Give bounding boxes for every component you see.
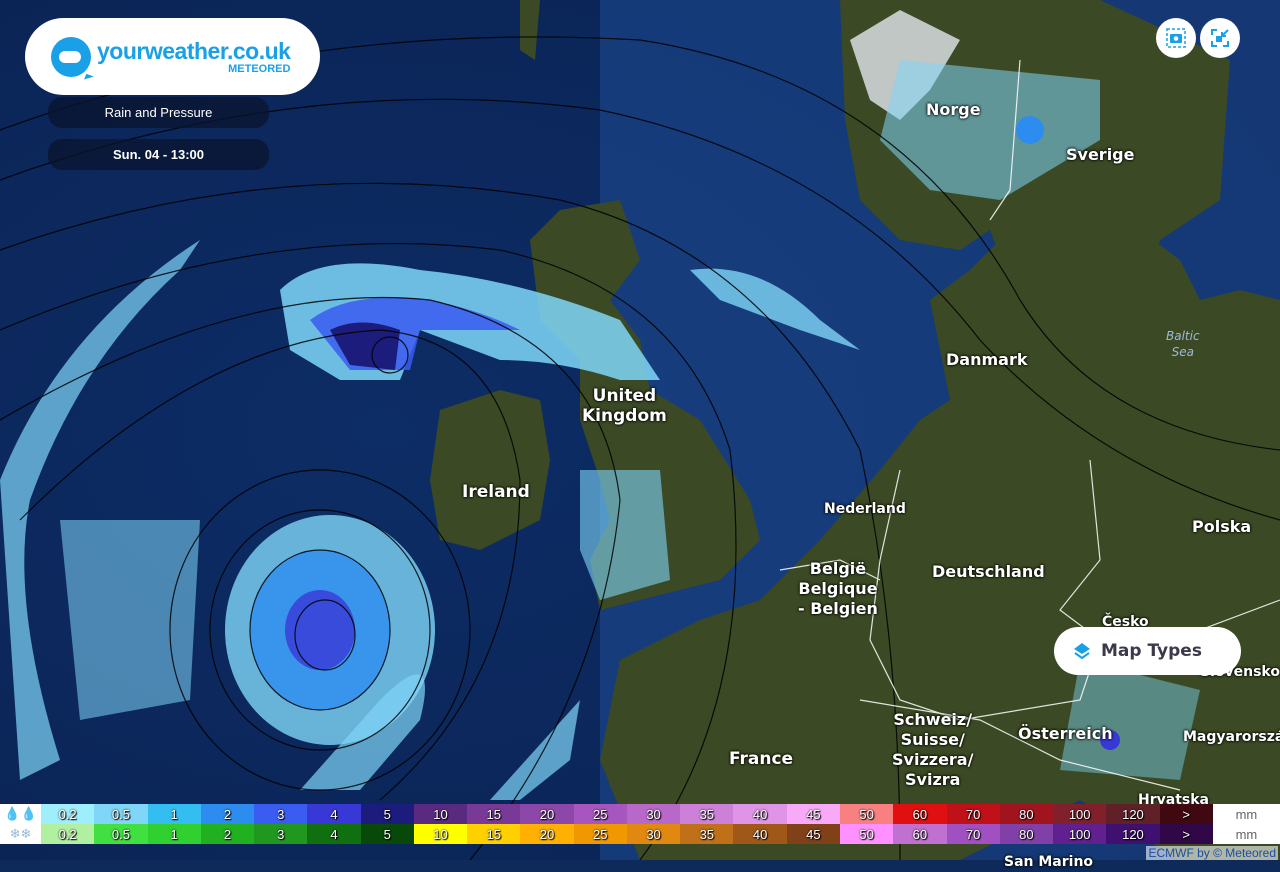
snow-legend-cell: 15 bbox=[467, 824, 521, 844]
rain-legend-cell: 10 bbox=[413, 804, 468, 824]
rain-legend-cell: 30 bbox=[626, 804, 681, 824]
rain-legend-cell: 40 bbox=[733, 804, 787, 824]
snow-legend: ❄❄ 0.2 0.5 1 2 3 4 5 10 15 20 25 30 35 40 45 50 60 70 80 10… bbox=[0, 824, 1280, 844]
layer-name: Rain and Pressure bbox=[48, 97, 269, 128]
rain-legend-cell: 5 bbox=[360, 804, 414, 824]
borders bbox=[779, 59, 1280, 791]
snow-legend-cell: 0.2 bbox=[41, 824, 95, 844]
raindrops-icon: 💧💧 bbox=[0, 804, 41, 824]
rain-legend-cell: 120 bbox=[1106, 804, 1160, 824]
label-schweiz: Schweiz/ Suisse/ Svizzera/ Svizra bbox=[892, 710, 974, 789]
rain-unit: mm bbox=[1212, 804, 1280, 824]
label-nederland: Nederland bbox=[824, 501, 906, 517]
label-ireland: Ireland bbox=[462, 482, 530, 502]
rain-legend-cell: 15 bbox=[467, 804, 521, 824]
rain-legend-cell: 70 bbox=[946, 804, 1000, 824]
rain-legend-cell: 4 bbox=[307, 804, 361, 824]
snow-legend-cell: 30 bbox=[626, 824, 681, 844]
rain-legend-cell: 80 bbox=[999, 804, 1054, 824]
logo-sub: METEORED bbox=[228, 62, 291, 75]
collapse-icon bbox=[1211, 29, 1229, 47]
snow-legend-cell: 60 bbox=[893, 824, 947, 844]
rain-legend-cell: 0.5 bbox=[94, 804, 148, 824]
snow-legend-cell: 2 bbox=[200, 824, 255, 844]
camera-icon bbox=[1166, 28, 1186, 48]
isobars bbox=[0, 36, 1280, 860]
map-types-button[interactable]: Map Types bbox=[1054, 627, 1241, 675]
map-types-label: Map Types bbox=[1101, 641, 1202, 661]
rain-legend-cell: 50 bbox=[839, 804, 894, 824]
label-polska: Polska bbox=[1192, 517, 1252, 536]
rain-legend-cell: 20 bbox=[520, 804, 574, 824]
rain-legend-cell: 2 bbox=[200, 804, 255, 824]
logo[interactable]: yourweather.co.uk METEORED bbox=[25, 18, 320, 95]
label-magyarorszag: Magyarország bbox=[1183, 729, 1280, 745]
snow-legend-cell: > bbox=[1159, 824, 1213, 844]
snow-legend-cell: 3 bbox=[254, 824, 308, 844]
rain-legend-cell: 45 bbox=[786, 804, 840, 824]
label-danmark: Danmark bbox=[946, 350, 1028, 369]
label-united-kingdom: United Kingdom bbox=[582, 386, 667, 426]
rain-legend-cell: 1 bbox=[147, 804, 201, 824]
label-baltic-sea: Baltic Sea bbox=[1166, 329, 1200, 359]
label-belgie: België Belgique - Belgien bbox=[798, 559, 878, 618]
snow-legend-cell: 80 bbox=[999, 824, 1054, 844]
rain-legend-cell: 0.2 bbox=[41, 804, 95, 824]
snow-legend-cell: 45 bbox=[786, 824, 840, 844]
credit[interactable]: ECMWF by © Meteored bbox=[1146, 846, 1278, 860]
rain-areas bbox=[0, 60, 1200, 800]
label-osterreich: Österreich bbox=[1018, 724, 1113, 743]
rain-legend: 💧💧 0.2 0.5 1 2 3 4 5 10 15 20 25 30 35 40 45 50 60 70 80 10… bbox=[0, 804, 1280, 824]
forecast-datetime: Sun. 04 - 13:00 bbox=[48, 139, 269, 170]
rain-legend-cell: > bbox=[1159, 804, 1213, 824]
snow-legend-cell: 100 bbox=[1053, 824, 1107, 844]
rain-legend-cell: 3 bbox=[254, 804, 308, 824]
logo-text: yourweather.co.uk bbox=[97, 37, 291, 64]
rain-legend-cell: 60 bbox=[893, 804, 947, 824]
fullscreen-button[interactable] bbox=[1200, 18, 1240, 58]
snow-legend-cell: 5 bbox=[360, 824, 414, 844]
snow-legend-cell: 40 bbox=[733, 824, 787, 844]
label-norge: Norge bbox=[926, 100, 981, 119]
snow-legend-cell: 35 bbox=[680, 824, 734, 844]
label-san-marino: San Marino bbox=[1004, 854, 1094, 870]
rain-legend-cell: 100 bbox=[1053, 804, 1107, 824]
snow-legend-cell: 70 bbox=[946, 824, 1000, 844]
cloud-sun-icon bbox=[51, 36, 91, 77]
snow-legend-cell: 120 bbox=[1106, 824, 1160, 844]
screenshot-button[interactable] bbox=[1156, 18, 1196, 58]
snow-legend-cell: 4 bbox=[307, 824, 361, 844]
snowflakes-icon: ❄❄ bbox=[0, 824, 41, 844]
snow-unit: mm bbox=[1212, 824, 1280, 844]
snow-legend-cell: 0.5 bbox=[94, 824, 148, 844]
snow-legend-cell: 20 bbox=[520, 824, 574, 844]
label-deutschland: Deutschland bbox=[932, 562, 1045, 581]
snow-legend-cell: 25 bbox=[573, 824, 627, 844]
label-sverige: Sverige bbox=[1066, 145, 1135, 164]
label-cesko: Česko bbox=[1102, 614, 1149, 630]
snow-legend-cell: 10 bbox=[413, 824, 468, 844]
layers-icon bbox=[1074, 643, 1090, 660]
snow-legend-cell: 50 bbox=[839, 824, 894, 844]
rain-legend-cell: 35 bbox=[680, 804, 734, 824]
snow-legend-cell: 1 bbox=[147, 824, 201, 844]
label-france: France bbox=[729, 749, 794, 769]
rain-legend-cell: 25 bbox=[573, 804, 627, 824]
